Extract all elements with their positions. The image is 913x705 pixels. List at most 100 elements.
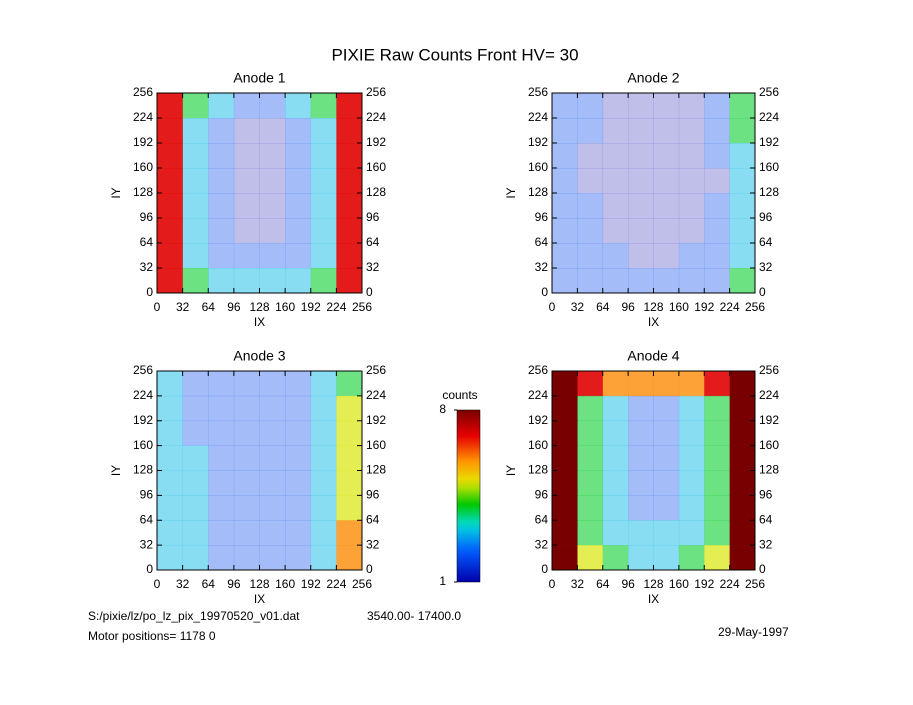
heat-cell xyxy=(310,268,337,294)
y-tick-label-right: 32 xyxy=(759,537,773,551)
heat-cell xyxy=(336,168,363,194)
heat-cell xyxy=(285,193,312,219)
heat-cell xyxy=(704,93,730,119)
heat-cell xyxy=(310,168,337,194)
heat-cell xyxy=(259,93,286,119)
heat-cell xyxy=(259,118,286,144)
x-tick-label: 96 xyxy=(227,300,241,314)
heat-cell xyxy=(729,93,756,119)
heat-cell xyxy=(285,371,312,397)
heat-cell xyxy=(157,520,183,546)
y-tick-label: 0 xyxy=(146,562,153,576)
y-tick-label: 192 xyxy=(528,413,548,427)
y-tick-label-right: 64 xyxy=(366,512,380,526)
y-tick-label-right: 64 xyxy=(759,512,773,526)
heat-cell xyxy=(208,93,235,119)
heat-cell xyxy=(208,143,235,169)
heat-cell xyxy=(602,545,629,571)
heat-cell xyxy=(552,193,578,219)
y-tick-label-right: 160 xyxy=(366,160,386,174)
y-axis-label: IY xyxy=(109,187,123,198)
heat-cell xyxy=(552,268,578,294)
heat-cell xyxy=(285,470,312,496)
y-tick-label: 64 xyxy=(140,512,154,526)
heat-cell xyxy=(259,545,286,571)
plot-background xyxy=(157,371,362,570)
heat-cell xyxy=(602,218,629,244)
heat-cell xyxy=(577,143,604,169)
heat-cell xyxy=(233,445,260,471)
heat-cell xyxy=(729,218,756,244)
heat-cell xyxy=(552,168,578,194)
heat-cell xyxy=(704,118,730,144)
footer-motor: Motor positions= 1178 0 xyxy=(88,629,216,643)
heat-cell xyxy=(653,545,680,571)
y-tick-label: 64 xyxy=(535,512,549,526)
x-tick-label: 0 xyxy=(549,577,556,591)
y-tick-label-right: 256 xyxy=(366,85,386,99)
x-tick-label: 96 xyxy=(621,577,635,591)
heat-cell xyxy=(577,118,604,144)
heat-cell xyxy=(285,395,312,422)
heat-cell xyxy=(157,268,183,294)
y-axis-label: IY xyxy=(109,465,123,476)
heat-cell xyxy=(233,268,260,294)
heat-cell xyxy=(336,470,363,496)
y-tick-label: 192 xyxy=(133,413,153,427)
x-tick-label: 32 xyxy=(571,300,585,314)
y-tick-label: 256 xyxy=(528,85,548,99)
heat-cell xyxy=(729,371,756,397)
heat-cell xyxy=(704,143,730,169)
x-axis-label: IX xyxy=(254,315,265,329)
heat-cell xyxy=(577,545,604,571)
heat-cell xyxy=(678,495,705,521)
heat-cell xyxy=(208,371,235,397)
y-tick-label: 0 xyxy=(541,285,548,299)
x-tick-label: 192 xyxy=(694,300,714,314)
heat-cell xyxy=(336,420,363,446)
heat-cell xyxy=(704,420,730,446)
heat-cell xyxy=(653,268,680,294)
heat-cell xyxy=(729,545,756,571)
x-tick-label: 0 xyxy=(549,300,556,314)
x-tick-label: 128 xyxy=(249,577,269,591)
x-tick-label: 160 xyxy=(275,300,295,314)
heat-cell xyxy=(704,395,730,422)
y-tick-label-right: 64 xyxy=(759,235,773,249)
x-tick-label: 224 xyxy=(720,577,740,591)
heat-cell xyxy=(577,93,604,119)
heat-cell xyxy=(285,520,312,546)
heat-cell xyxy=(653,243,680,269)
y-tick-label-right: 32 xyxy=(366,537,380,551)
y-tick-label-right: 96 xyxy=(366,210,380,224)
heat-cell xyxy=(157,193,183,219)
figure-title: PIXIE Raw Counts Front HV= 30 xyxy=(331,45,578,64)
heat-cell xyxy=(602,268,629,294)
heat-cell xyxy=(577,495,604,521)
heat-cell xyxy=(208,520,235,546)
y-tick-label-right: 256 xyxy=(759,363,779,377)
y-tick-label: 160 xyxy=(133,160,153,174)
x-axis-label: IX xyxy=(254,592,265,606)
heat-cell xyxy=(285,445,312,471)
heat-cell xyxy=(285,268,312,294)
heat-cell xyxy=(259,218,286,244)
heat-cell xyxy=(577,193,604,219)
heat-cell xyxy=(233,168,260,194)
heat-cell xyxy=(259,420,286,446)
y-tick-label: 160 xyxy=(528,160,548,174)
y-tick-label-right: 192 xyxy=(759,135,779,149)
heat-cell xyxy=(233,243,260,269)
heat-cell xyxy=(678,143,705,169)
heat-cell xyxy=(653,520,680,546)
heat-cell xyxy=(552,395,578,422)
heat-cell xyxy=(233,193,260,219)
x-tick-label: 96 xyxy=(227,577,241,591)
heat-cell xyxy=(678,118,705,144)
heat-cell xyxy=(182,520,209,546)
heat-cell xyxy=(653,395,680,422)
heat-cell xyxy=(729,168,756,194)
heat-cell xyxy=(157,168,183,194)
heat-cell xyxy=(628,420,654,446)
